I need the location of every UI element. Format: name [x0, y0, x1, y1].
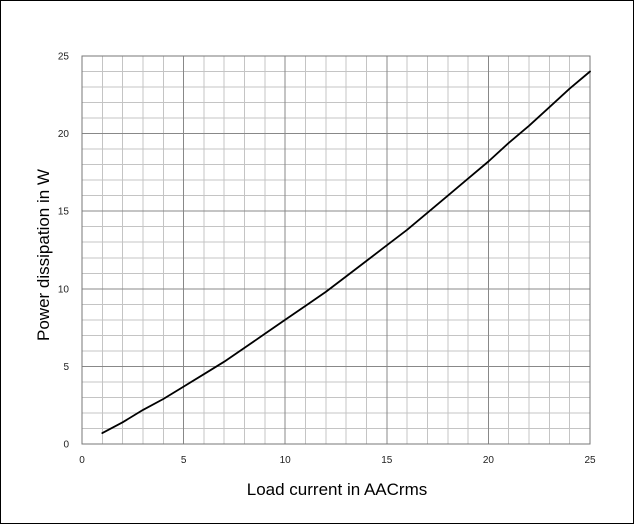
x-tick-label: 5	[181, 455, 187, 466]
x-tick-label: 0	[79, 455, 85, 466]
y-tick-label: 10	[58, 284, 70, 295]
y-tick-label: 5	[63, 362, 69, 373]
x-tick-labels: 0 5 10 15 20 25	[79, 455, 596, 466]
x-tick-label: 10	[280, 455, 292, 466]
y-tick-label: 20	[58, 129, 70, 140]
y-axis-title: Power dissipation in W	[34, 169, 53, 341]
y-tick-label: 0	[63, 440, 69, 451]
x-tick-label: 25	[584, 455, 596, 466]
series-line	[101, 70, 591, 434]
y-tick-label: 15	[58, 207, 70, 218]
x-axis-title: Load current in AACrms	[247, 480, 427, 499]
y-tick-labels: 0 5 10 15 20 25	[58, 52, 70, 451]
plot-area-frame	[81, 55, 591, 445]
y-tick-label: 25	[58, 52, 70, 63]
series-layer	[101, 70, 591, 434]
x-tick-label: 20	[483, 455, 495, 466]
grid-minor	[82, 56, 590, 444]
x-tick-label: 15	[381, 455, 393, 466]
